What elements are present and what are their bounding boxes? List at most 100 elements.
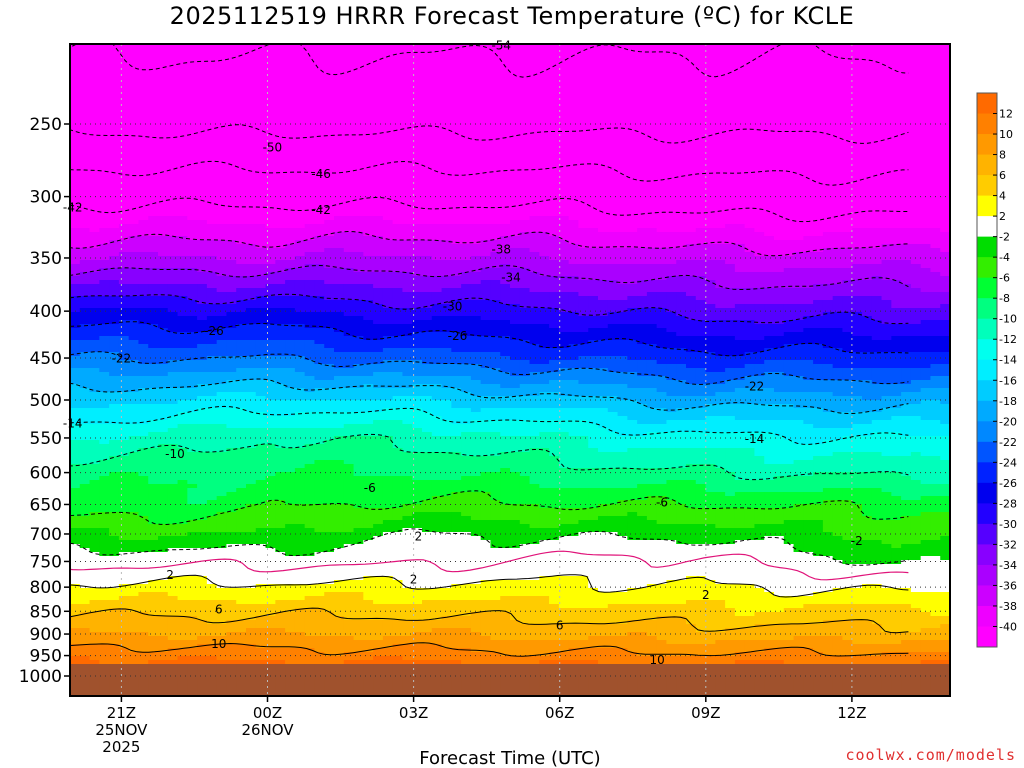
temperature-cell (793, 156, 804, 161)
temperature-cell (343, 160, 355, 165)
temperature-cell (226, 168, 237, 173)
temperature-cell (246, 212, 257, 217)
temperature-cell (216, 88, 228, 93)
temperature-cell (265, 264, 276, 269)
temperature-cell (70, 176, 81, 181)
temperature-cell (187, 80, 198, 85)
temperature-cell (510, 220, 521, 225)
temperature-cell (598, 204, 609, 209)
temperature-cell (676, 252, 687, 257)
temperature-cell (285, 204, 296, 209)
temperature-cell (236, 256, 247, 261)
temperature-cell (70, 96, 81, 101)
temperature-cell (695, 136, 707, 141)
temperature-cell (255, 160, 267, 165)
temperature-cell (607, 216, 619, 221)
temperature-cell (588, 160, 599, 165)
temperature-cell (646, 168, 658, 173)
temperature-cell (500, 232, 511, 237)
temperature-cell (793, 212, 804, 217)
temperature-cell (226, 228, 237, 233)
temperature-cell (265, 248, 276, 253)
temperature-cell (148, 64, 159, 69)
temperature-cell (832, 168, 844, 173)
temperature-cell (783, 48, 795, 53)
temperature-cell (187, 160, 198, 165)
temperature-cell (783, 168, 795, 173)
temperature-cell (940, 164, 950, 169)
temperature-cell (813, 160, 824, 165)
temperature-cell (79, 72, 91, 77)
temperature-cell (852, 260, 863, 265)
temperature-cell (666, 88, 677, 93)
temperature-cell (891, 44, 902, 49)
temperature-cell (480, 124, 492, 129)
temperature-cell (734, 136, 746, 141)
temperature-cell (294, 128, 306, 133)
temperature-cell (118, 220, 130, 225)
temperature-cell (930, 128, 941, 133)
temperature-cell (744, 116, 756, 121)
temperature-cell (852, 48, 863, 53)
temperature-cell (294, 52, 306, 57)
temperature-cell (304, 264, 316, 269)
temperature-cell (148, 184, 159, 189)
temperature-cell (138, 120, 149, 125)
temperature-cell (187, 188, 198, 193)
temperature-cell (461, 136, 472, 141)
temperature-cell (549, 124, 560, 129)
temperature-cell (558, 184, 570, 189)
temperature-cell (422, 76, 433, 81)
temperature-cell (656, 164, 668, 169)
temperature-cell (236, 100, 247, 105)
temperature-cell (353, 172, 364, 177)
temperature-cell (568, 120, 580, 125)
temperature-cell (578, 232, 589, 237)
temperature-cell (832, 172, 844, 177)
temperature-cell (666, 208, 677, 213)
temperature-cell (373, 264, 384, 269)
temperature-cell (441, 192, 452, 197)
temperature-cell (431, 192, 443, 197)
temperature-cell (871, 108, 883, 113)
temperature-cell (480, 56, 492, 61)
temperature-cell (206, 216, 218, 221)
temperature-cell (128, 100, 140, 105)
temperature-cell (392, 184, 404, 189)
temperature-cell (852, 232, 863, 237)
temperature-cell (774, 212, 785, 217)
temperature-cell (216, 216, 228, 221)
temperature-cell (294, 76, 306, 81)
temperature-cell (109, 196, 120, 201)
temperature-cell (646, 44, 658, 49)
temperature-cell (490, 60, 501, 65)
temperature-cell (373, 228, 384, 233)
temperature-cell (725, 172, 736, 177)
temperature-cell (617, 48, 628, 53)
temperature-cell (109, 128, 120, 133)
temperature-cell (656, 212, 668, 217)
temperature-cell (285, 100, 296, 105)
temperature-cell (695, 252, 707, 257)
temperature-cell (79, 64, 91, 69)
temperature-cell (588, 240, 599, 245)
temperature-cell (646, 48, 658, 53)
temperature-cell (764, 48, 775, 53)
temperature-cell (461, 68, 472, 73)
temperature-cell (715, 72, 726, 77)
temperature-cell (177, 180, 188, 185)
temperature-cell (744, 96, 756, 101)
temperature-cell (363, 252, 374, 257)
temperature-cell (490, 196, 501, 201)
temperature-cell (891, 76, 902, 81)
temperature-cell (246, 148, 257, 153)
temperature-cell (646, 164, 658, 169)
temperature-cell (324, 60, 335, 65)
temperature-cell (392, 116, 404, 121)
temperature-cell (177, 148, 188, 153)
temperature-cell (353, 136, 364, 141)
temperature-cell (500, 124, 511, 129)
temperature-cell (529, 184, 540, 189)
temperature-cell (940, 80, 950, 85)
temperature-cell (930, 144, 941, 149)
